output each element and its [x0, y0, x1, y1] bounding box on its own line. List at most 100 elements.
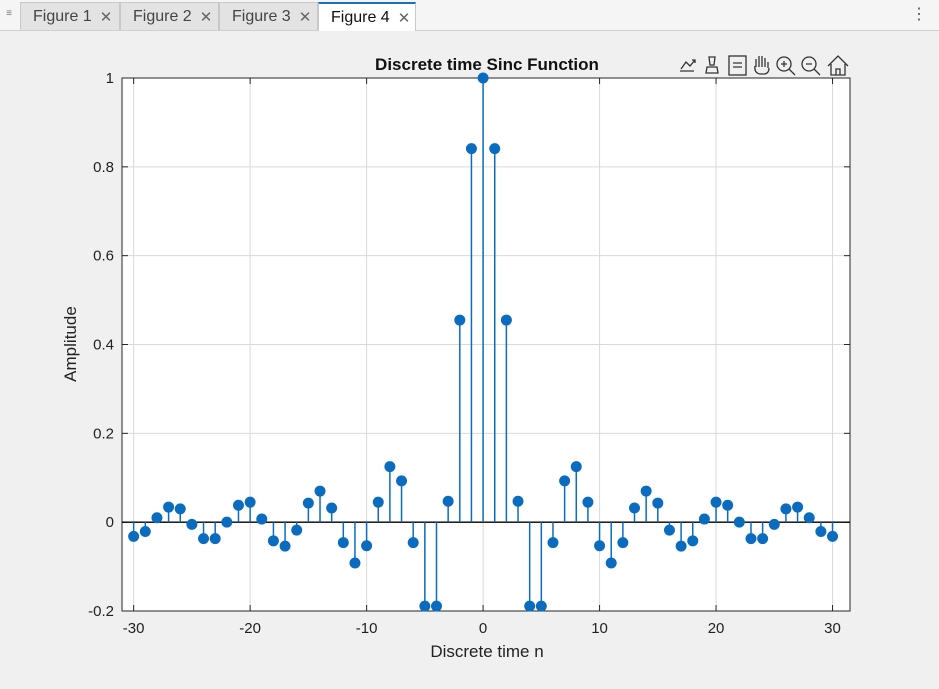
stem-marker: [733, 516, 745, 528]
y-tick-label: -0.2: [88, 603, 114, 620]
x-tick-label: 10: [591, 620, 608, 637]
stem-marker: [372, 496, 384, 508]
stem-marker: [442, 495, 454, 507]
y-axis-label: Amplitude: [61, 306, 80, 382]
tab-figure-4[interactable]: Figure 4 ✕: [318, 2, 416, 31]
stem-marker: [302, 497, 314, 509]
stem-marker: [232, 499, 244, 511]
export-icon[interactable]: [677, 55, 697, 75]
stem-marker: [419, 600, 431, 612]
y-tick-label: 0.2: [93, 425, 114, 442]
stem-marker: [663, 524, 675, 536]
stem-marker: [221, 516, 233, 528]
stem-marker: [454, 314, 466, 326]
x-tick-label: 20: [708, 620, 725, 637]
tab-label: Figure 3: [232, 7, 291, 25]
tab-figure-3[interactable]: Figure 3 ✕: [219, 2, 318, 30]
close-icon[interactable]: ✕: [99, 8, 113, 26]
stem-marker: [256, 513, 268, 525]
stem-marker: [815, 525, 827, 537]
stem-marker: [361, 540, 373, 552]
more-options-icon[interactable]: ⋮: [911, 6, 927, 23]
stem-marker: [524, 600, 536, 612]
stem-marker: [267, 535, 279, 547]
figure-tab-bar: ≡ Figure 1 ✕ Figure 2 ✕ Figure 3 ✕ Figur…: [0, 0, 939, 31]
stem-marker: [489, 143, 501, 155]
y-tick-label: 0: [106, 514, 114, 531]
stem-marker: [710, 496, 722, 508]
stem-marker: [186, 518, 198, 530]
y-tick-label: 1: [106, 70, 114, 87]
stem-marker: [582, 496, 594, 508]
stem-marker: [745, 533, 757, 545]
stem-marker: [163, 501, 175, 513]
stem-marker: [512, 495, 524, 507]
stem-marker: [617, 537, 629, 549]
tab-figure-1[interactable]: Figure 1 ✕: [20, 2, 120, 30]
stem-marker: [559, 475, 571, 487]
tab-label: Figure 1: [33, 7, 92, 25]
y-tick-label: 0.4: [93, 337, 114, 354]
datatip-icon[interactable]: [728, 55, 747, 76]
stem-marker: [570, 461, 582, 473]
stem-marker: [605, 557, 617, 569]
tab-label: Figure 4: [331, 8, 390, 26]
stem-marker: [768, 518, 780, 530]
stem-marker: [430, 600, 442, 612]
zoom-in-icon[interactable]: [776, 56, 796, 76]
stem-marker: [349, 557, 361, 569]
tab-figure-2[interactable]: Figure 2 ✕: [120, 2, 219, 30]
stem-marker: [594, 540, 606, 552]
y-tick-label: 0.8: [93, 159, 114, 176]
stem-marker: [792, 501, 804, 513]
stem-marker: [547, 537, 559, 549]
stem-marker: [629, 502, 641, 514]
stem-marker: [803, 512, 815, 524]
stem-marker: [535, 600, 547, 612]
stem-marker: [675, 540, 687, 552]
stem-marker: [757, 533, 769, 545]
tab-label: Figure 2: [133, 7, 192, 25]
stem-marker: [314, 485, 326, 497]
close-icon[interactable]: ✕: [397, 9, 411, 27]
stem-marker: [465, 143, 477, 155]
stem-marker: [407, 537, 419, 549]
drag-handle-icon[interactable]: ≡: [6, 8, 12, 19]
stem-marker: [151, 512, 163, 524]
stem-marker: [640, 485, 652, 497]
stem-marker: [687, 535, 699, 547]
zoom-out-icon[interactable]: [801, 56, 821, 76]
stem-chart: -30 -20 -10 0 10 20 30 -0.2 0 0.2 0.4 0.6 0.8 1 Discr…: [61, 55, 851, 661]
x-tick-label: 0: [479, 620, 487, 637]
stem-marker: [396, 475, 408, 487]
stem-marker: [500, 314, 512, 326]
stem-marker: [326, 502, 338, 514]
stem-marker: [174, 503, 186, 515]
stem-marker: [780, 503, 792, 515]
stem-marker: [384, 461, 396, 473]
stem-marker: [209, 533, 221, 545]
x-tick-label: -20: [239, 620, 261, 637]
y-tick-label: 0.6: [93, 248, 114, 265]
stem-marker: [827, 530, 839, 542]
stem-marker: [291, 524, 303, 536]
stem-marker: [139, 525, 151, 537]
stem-marker: [477, 72, 489, 84]
x-axis-label: Discrete time n: [430, 642, 543, 661]
stem-marker: [198, 533, 210, 545]
brush-icon[interactable]: [702, 55, 722, 75]
stem-marker: [279, 540, 291, 552]
home-icon[interactable]: [827, 55, 849, 76]
chart-title: Discrete time Sinc Function: [375, 55, 599, 74]
stem-marker: [128, 530, 140, 542]
pan-icon[interactable]: [751, 55, 773, 75]
close-icon[interactable]: ✕: [298, 8, 312, 26]
x-tick-label: -30: [123, 620, 145, 637]
close-icon[interactable]: ✕: [199, 8, 213, 26]
stem-marker: [337, 537, 349, 549]
axes-toolbar: [677, 55, 849, 76]
stem-marker: [698, 513, 710, 525]
stem-marker: [244, 496, 256, 508]
stem-marker: [722, 499, 734, 511]
stem-marker: [652, 497, 664, 509]
